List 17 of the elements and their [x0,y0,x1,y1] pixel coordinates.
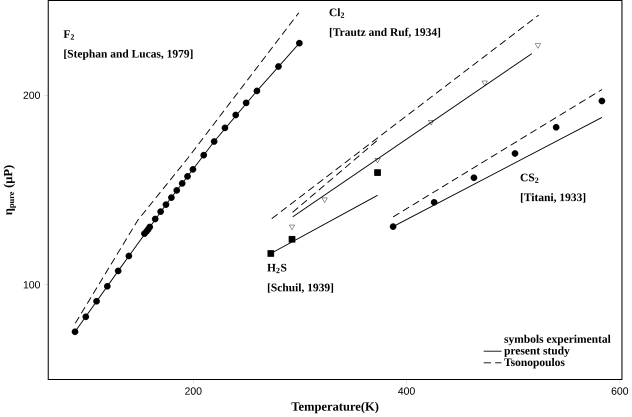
y-tick-label: 100 [24,281,40,289]
annotation: F$_{2}$ [64,30,74,40]
annotation: Cl$_{2}$ [330,8,344,18]
legend-label: Tsonopoulos [504,358,565,369]
x-axis-title: Temperature(K) [292,402,378,414]
legend-label: present study [504,346,570,357]
annotation: [Trautz and Ruf, 1934] [330,28,440,38]
annotation: CS$_{2}$ [520,174,538,184]
y-axis-title: η$_{pure}$ (μP) [3,166,16,216]
x-tick-label: 400 [398,387,415,395]
x-tick-label: 600 [612,387,628,395]
x-tick-label: 200 [185,387,202,395]
annotation: [Schuil, 1939] [268,283,334,294]
annotation: [Titani, 1933] [520,193,586,203]
annotation: symbols experimental [504,334,611,346]
annotation: [Stephan and Lucas, 1979] [64,50,193,60]
annotation: H$_{2}$S [267,264,286,274]
